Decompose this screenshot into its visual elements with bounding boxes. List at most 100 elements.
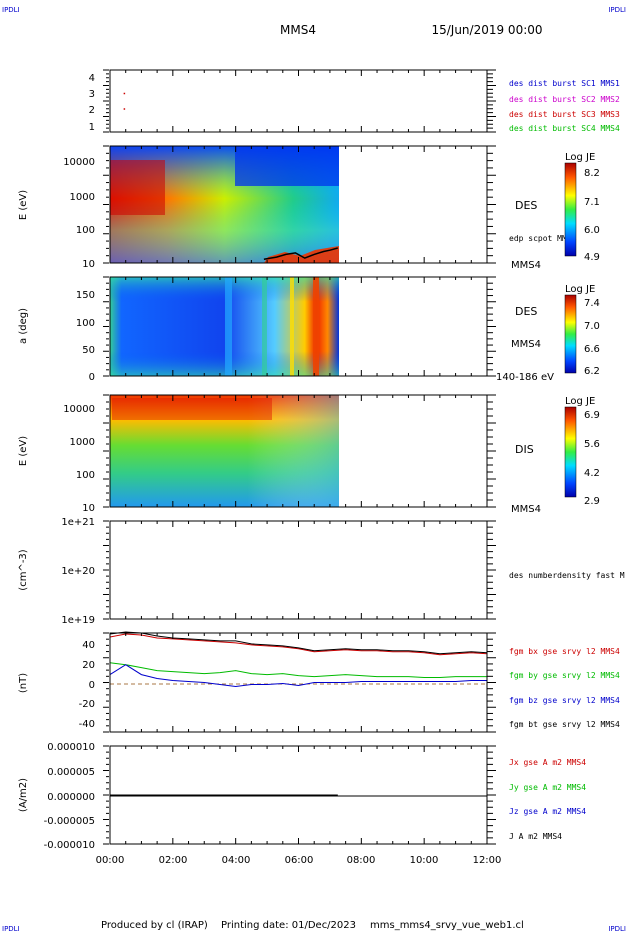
dis-energy-ytick: 100 — [76, 470, 95, 481]
density-frame — [109, 520, 488, 620]
scpot-series-line — [263, 247, 339, 260]
corner-label-bl: IPDLI — [2, 925, 20, 933]
current-ytick: -0.000005 — [44, 816, 95, 827]
des-energy-panel: 10000 1000 100 10 E (eV) DES edp scpot M… — [18, 145, 600, 271]
current-legend-jx: Jx gse A m2 MMS4 — [509, 758, 586, 767]
dis-energy-cbar-tick: 6.9 — [584, 410, 600, 421]
burst-panel: 4 3 2 1 des dist burst SC1 MMS1 des dist… — [89, 69, 620, 133]
dis-energy-instrument: DIS — [515, 443, 534, 456]
density-panel: 1e+21 1e+20 1e+19 (cm^-3) des numberdens… — [18, 517, 625, 626]
fgm-series-lines — [109, 631, 488, 688]
current-ytick: 0.000010 — [47, 742, 95, 753]
fgm-legend-bt: fgm bt gse srvy l2 MMS4 — [509, 720, 620, 729]
time-tick-label: 04:00 — [222, 855, 251, 866]
burst-legend-mms3: des dist burst SC3 MMS3 — [509, 110, 620, 119]
density-legend: des numberdensity fast M — [509, 571, 625, 580]
date-title: 15/Jun/2019 00:00 — [431, 23, 542, 37]
des-energy-scpot-fill — [264, 246, 339, 263]
des-pitch-spectrogram-overlay — [110, 277, 339, 376]
dis-energy-ytick: 10000 — [63, 404, 95, 415]
des-pitch-colorbar — [564, 294, 577, 374]
current-ytick: 0.000000 — [47, 792, 95, 803]
fgm-ytick: -20 — [79, 699, 95, 710]
des-pitch-stripe — [290, 277, 294, 376]
time-axis: 00:00 02:00 04:00 06:00 08:00 10:00 12:0… — [96, 855, 502, 866]
dis-energy-ytick: 10 — [82, 503, 95, 514]
des-energy-cbar-tick: 4.9 — [584, 252, 600, 263]
des-pitch-stripe — [262, 277, 267, 376]
dis-energy-sc-label: MMS4 — [511, 504, 541, 515]
burst-frame — [109, 69, 488, 133]
fgm-legend-by: fgm by gse srvy l2 MMS4 — [509, 671, 620, 680]
des-pitch-cbar-tick: 6.2 — [584, 366, 600, 377]
time-tick-label: 08:00 — [347, 855, 376, 866]
burst-ytick: 3 — [89, 89, 95, 100]
des-pitch-ytick: 100 — [76, 318, 95, 329]
footer: Produced by cl (IRAP) Printing date: 01/… — [101, 920, 524, 931]
time-tick-label: 00:00 — [96, 855, 125, 866]
spacecraft-title: MMS4 — [280, 23, 316, 37]
current-ytick: 0.000005 — [47, 767, 95, 778]
fgm-ytick: 20 — [82, 660, 95, 671]
fgm-ylabel: (nT) — [18, 673, 29, 693]
des-energy-cbar-tick: 7.1 — [584, 197, 600, 208]
des-energy-scpot-label: edp scpot MMS4 — [509, 234, 577, 243]
corner-label-br: IPDLI — [608, 925, 626, 933]
corner-label-tr: IPDLI — [608, 6, 626, 14]
footer-printing-date: Printing date: 01/Dec/2023 — [221, 920, 356, 931]
burst-point — [123, 108, 126, 110]
des-pitch-instrument: DES — [515, 305, 537, 318]
des-energy-ytick: 10000 — [63, 157, 95, 168]
des-pitch-cbar-tick: 7.4 — [584, 298, 600, 309]
density-ylabel: (cm^-3) — [18, 549, 29, 590]
burst-yaxis: 4 3 2 1 — [89, 73, 95, 133]
current-panel: 0.000010 0.000005 0.000000 -0.000005 -0.… — [18, 742, 586, 851]
des-energy-blue-block — [235, 146, 339, 186]
current-ytick: -0.000010 — [44, 840, 95, 851]
dis-energy-ylabel: E (eV) — [18, 436, 29, 466]
burst-legend-mms1: des dist burst SC1 MMS1 — [509, 79, 620, 88]
des-energy-cbar-tick: 8.2 — [584, 168, 600, 179]
footer-plot-name: mms_mms4_srvy_vue_web1.cl — [370, 920, 524, 931]
des-pitch-ylabel: a (deg) — [18, 308, 29, 344]
des-pitch-energy-range: 140-186 eV — [496, 372, 554, 383]
des-pitch-panel: 150 100 50 0 a (deg) DES MMS4 140-186 eV… — [18, 276, 600, 383]
dis-energy-colorbar-title: Log JE — [565, 396, 595, 407]
fgm-ytick: 0 — [89, 680, 95, 691]
corner-label-tl: IPDLI — [2, 6, 20, 14]
burst-legend-mms2: des dist burst SC2 MMS2 — [509, 95, 620, 104]
des-pitch-cbar-tick: 6.6 — [584, 344, 600, 355]
current-legend-jz: Jz gse A m2 MMS4 — [509, 807, 586, 816]
des-energy-high-flux-patch — [110, 160, 165, 215]
dis-energy-ytick: 1000 — [70, 437, 95, 448]
axis-ticks — [103, 69, 496, 845]
dis-energy-panel: 10000 1000 100 10 E (eV) DIS MMS4 Log JE… — [18, 394, 600, 515]
des-energy-sc-label: MMS4 — [511, 260, 541, 271]
des-pitch-cbar-tick: 7.0 — [584, 321, 600, 332]
density-ytick: 1e+21 — [61, 517, 95, 528]
des-energy-ytick: 10 — [82, 259, 95, 270]
dis-energy-spectrogram-overlay — [110, 395, 339, 507]
fgm-legend-bx: fgm bx gse srvy l2 MMS4 — [509, 647, 620, 656]
density-ytick: 1e+19 — [61, 615, 95, 626]
fgm-by-line — [109, 662, 487, 678]
des-energy-instrument: DES — [515, 199, 537, 212]
des-energy-ytick: 1000 — [70, 192, 95, 203]
burst-marks — [123, 92, 126, 110]
time-tick-label: 02:00 — [159, 855, 188, 866]
burst-ytick: 2 — [89, 105, 95, 116]
des-pitch-stripe — [313, 277, 319, 376]
time-tick-label: 06:00 — [285, 855, 314, 866]
fgm-ytick: -40 — [79, 719, 95, 730]
burst-ytick: 1 — [89, 122, 95, 133]
fgm-legend-bz: fgm bz gse srvy l2 MMS4 — [509, 696, 620, 705]
des-energy-cbar-tick: 6.0 — [584, 225, 600, 236]
des-energy-colorbar-title: Log JE — [565, 152, 595, 163]
burst-point — [123, 92, 126, 95]
footer-produced-by: Produced by cl (IRAP) — [101, 920, 208, 931]
des-energy-ytick: 100 — [76, 225, 95, 236]
dis-energy-high-flux-patch — [112, 398, 272, 420]
des-pitch-ytick: 150 — [76, 290, 95, 301]
density-ytick: 1e+20 — [61, 566, 95, 577]
